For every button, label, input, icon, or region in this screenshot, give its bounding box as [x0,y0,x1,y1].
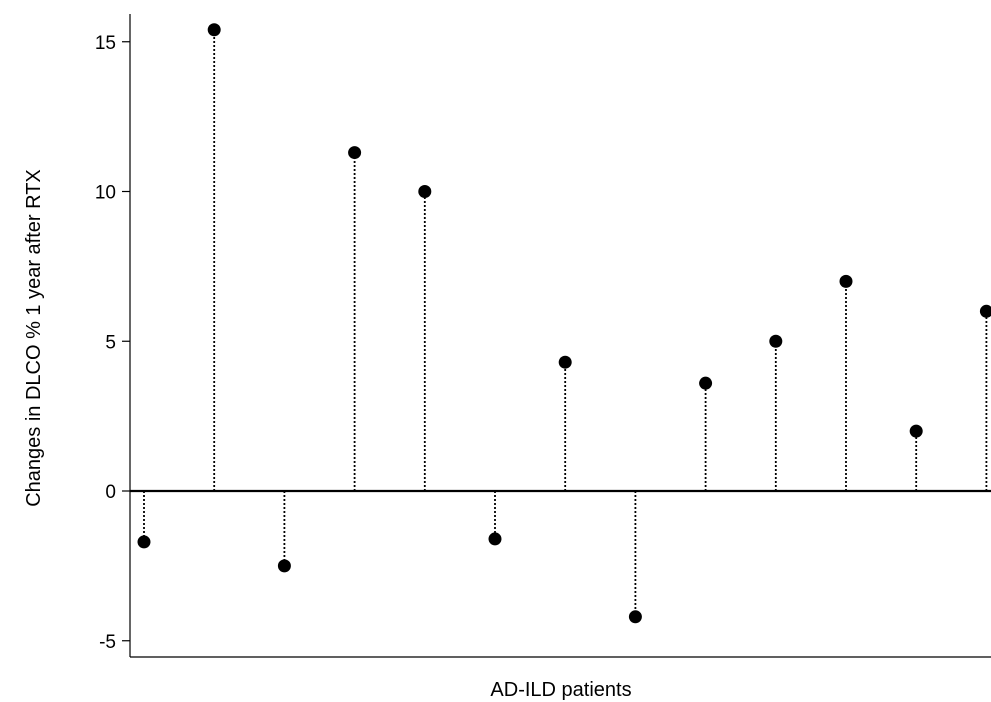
data-point [979,304,991,318]
x-axis [130,489,991,658]
data-point [699,376,713,390]
data-point [488,532,502,546]
data-point [628,610,642,624]
y-tick-label: 0 [105,482,116,503]
data-point [558,355,572,369]
data-point [839,274,853,288]
data-points [137,23,991,624]
y-axis: 15 10 5 0 -5 [95,14,131,657]
data-point [418,185,432,198]
y-tick-label: 10 [95,183,116,204]
stems [143,29,988,617]
y-axis-label: Changes in DLCO % 1 year after RTX [23,169,45,507]
data-point [769,334,783,348]
y-tick-label: -5 [99,632,116,653]
y-tick-label: 5 [105,332,116,353]
data-point [277,559,291,573]
data-point [909,424,923,438]
data-point [207,23,221,37]
x-axis-label: AD-ILD patients [490,679,631,701]
y-tick-label: 15 [95,33,116,54]
data-point [348,146,362,160]
data-point [137,535,151,549]
